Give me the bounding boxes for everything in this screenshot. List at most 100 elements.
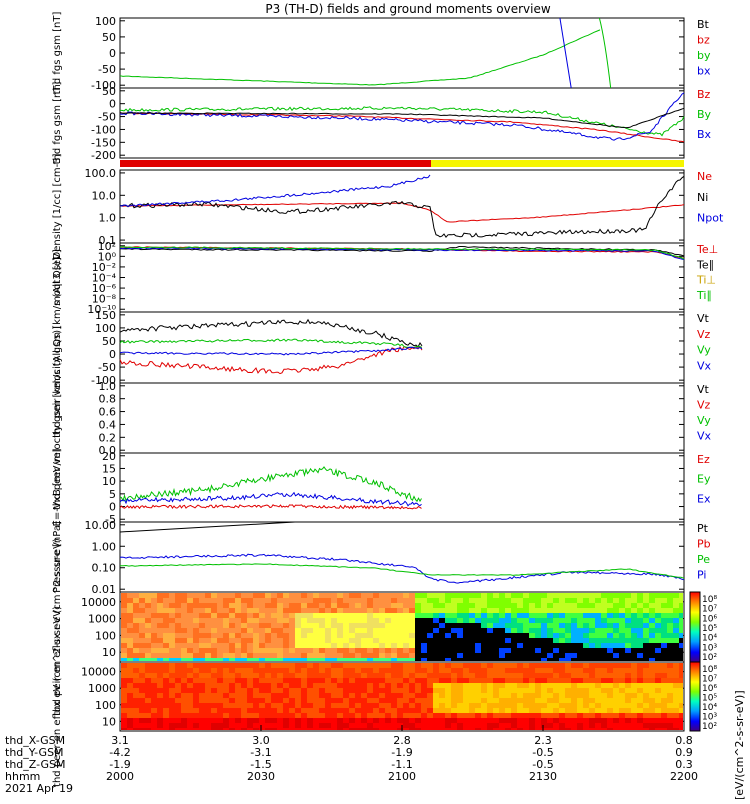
y-tick-label: -50 xyxy=(98,361,116,374)
spectrogram-cell xyxy=(241,723,247,728)
spectrogram-cell xyxy=(619,603,625,608)
spectrogram-cell xyxy=(421,643,427,648)
spectrogram-cell xyxy=(385,638,391,643)
spectrogram-cell xyxy=(571,633,577,638)
spectrogram-cell xyxy=(553,628,559,633)
spectrogram-cell xyxy=(511,663,517,668)
spectrogram-cell xyxy=(397,613,403,618)
spectrogram-cell xyxy=(259,728,265,730)
spectrogram-cell xyxy=(493,643,499,648)
spectrogram-cell xyxy=(271,613,277,618)
spectrogram-cell xyxy=(331,728,337,730)
spectrogram-cell xyxy=(535,698,541,703)
spectrogram-cell xyxy=(277,628,283,633)
spectrogram-cell xyxy=(151,633,157,638)
spectrogram-cell xyxy=(361,703,367,708)
spectrogram-cell xyxy=(481,593,487,598)
spectrogram-cell xyxy=(325,628,331,633)
spectrogram-cell xyxy=(223,698,229,703)
spectrogram-cell xyxy=(193,603,199,608)
spectrogram-cell xyxy=(187,603,193,608)
spectrogram-cell xyxy=(247,698,253,703)
spectrogram-cell xyxy=(397,688,403,693)
spectrogram-cell xyxy=(391,633,397,638)
spectrogram-cell xyxy=(571,713,577,718)
spectrogram-cell xyxy=(505,598,511,603)
spectrogram-cell xyxy=(661,718,667,723)
spectrogram-cell xyxy=(205,723,211,728)
spectrogram-cell xyxy=(655,643,661,648)
spectrogram-cell xyxy=(433,643,439,648)
spectrogram-cell xyxy=(325,603,331,608)
spectrogram-cell xyxy=(547,608,553,613)
spectrogram-cell xyxy=(445,608,451,613)
spectrogram-cell xyxy=(253,728,259,730)
spectrogram-cell xyxy=(553,693,559,698)
spectrogram-cell xyxy=(319,683,325,688)
spectrogram-cell xyxy=(325,643,331,648)
spectrogram-cell xyxy=(361,673,367,678)
spectrogram-cell xyxy=(583,678,589,683)
spectrogram-cell xyxy=(565,623,571,628)
spectrogram-cell xyxy=(385,683,391,688)
spectrogram-cell xyxy=(229,698,235,703)
spectrogram-cell xyxy=(391,708,397,713)
spectrogram-cell xyxy=(487,633,493,638)
spectrogram-cell xyxy=(679,618,683,623)
spectrogram-cell xyxy=(547,628,553,633)
spectrogram-cell xyxy=(145,658,151,661)
spectrogram-cell xyxy=(631,643,637,648)
spectrogram-cell xyxy=(649,713,655,718)
colorbar-label: 10⁴ xyxy=(702,703,717,713)
spectrogram-cell xyxy=(175,638,181,643)
spectrogram-cell xyxy=(319,653,325,658)
spectrogram-cell xyxy=(325,633,331,638)
footer-row-label: thd_Y-GSM xyxy=(5,746,64,759)
spectrogram-cell xyxy=(415,663,421,668)
spectrogram-cell xyxy=(163,658,169,661)
spectrogram-cell xyxy=(469,603,475,608)
spectrogram-cell xyxy=(583,643,589,648)
spectrogram-cell xyxy=(421,723,427,728)
spectrogram-cell xyxy=(193,703,199,708)
spectrogram-cell xyxy=(259,718,265,723)
spectrogram-cell xyxy=(295,598,301,603)
spectrogram-cell xyxy=(493,628,499,633)
spectrogram-cell xyxy=(613,688,619,693)
spectrogram-cell xyxy=(397,683,403,688)
spectrogram-cell xyxy=(547,678,553,683)
spectrogram-cell xyxy=(469,628,475,633)
spectrogram-cell xyxy=(589,718,595,723)
spectrogram-cell xyxy=(379,683,385,688)
spectrogram-cell xyxy=(217,728,223,730)
spectrogram-cell xyxy=(667,723,673,728)
y-tick-label: 5 xyxy=(109,488,116,501)
spectrogram-cell xyxy=(241,663,247,668)
y-tick-label: -50 xyxy=(98,63,116,76)
spectrogram-cell xyxy=(289,703,295,708)
spectrogram-cell xyxy=(373,593,379,598)
spectrogram-cell xyxy=(373,598,379,603)
spectrogram-cell xyxy=(265,673,271,678)
spectrogram-cell xyxy=(277,688,283,693)
spectrogram-cell xyxy=(553,653,559,658)
spectrogram-cell xyxy=(535,623,541,628)
spectrogram-cell xyxy=(259,623,265,628)
spectrogram-cell xyxy=(523,638,529,643)
spectrogram-cell xyxy=(457,603,463,608)
spectrogram-cell xyxy=(649,643,655,648)
spectrogram-cell xyxy=(415,653,421,658)
spectrogram-cell xyxy=(661,643,667,648)
spectrogram-cell xyxy=(445,643,451,648)
colorbar-label: 10⁶ xyxy=(702,684,717,694)
spectrogram-cell xyxy=(331,623,337,628)
spectrogram-cell xyxy=(163,653,169,658)
spectrogram-cell xyxy=(307,598,313,603)
spectrogram-cell xyxy=(505,613,511,618)
spectrogram-cell xyxy=(607,718,613,723)
spectrogram-cell xyxy=(205,648,211,653)
spectrogram-cell xyxy=(679,728,683,730)
panel-frame xyxy=(119,242,685,313)
spectrogram-cell xyxy=(349,693,355,698)
spectrogram-cell xyxy=(487,688,493,693)
